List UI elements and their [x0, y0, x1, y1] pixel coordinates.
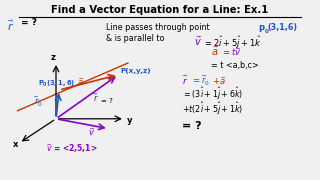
- Text: $\vec{r}$: $\vec{r}$: [182, 73, 189, 87]
- Text: $= (3\hat{i} + 1\hat{j} + 6\hat{k})$: $= (3\hat{i} + 1\hat{j} + 6\hat{k})$: [182, 86, 244, 102]
- Text: $\vec{v}$ = <2,5,1>: $\vec{v}$ = <2,5,1>: [46, 142, 98, 155]
- Text: z: z: [50, 53, 55, 62]
- Text: $\vec{a}$: $\vec{a}$: [77, 76, 84, 87]
- Text: $\vec{r}$: $\vec{r}$: [93, 91, 99, 104]
- Text: = ?: = ?: [21, 18, 37, 27]
- Text: $\vec{a}$: $\vec{a}$: [211, 44, 219, 58]
- Text: $= \vec{r}_0$: $= \vec{r}_0$: [191, 74, 211, 88]
- Text: $+ \vec{a}$: $+ \vec{a}$: [212, 75, 226, 87]
- Text: y: y: [126, 116, 132, 125]
- Text: $\vec{r}$: $\vec{r}$: [7, 18, 14, 33]
- Text: x: x: [13, 140, 18, 149]
- Text: $\vec{r}_0$: $\vec{r}_0$: [34, 94, 43, 109]
- Text: (3,1,6): (3,1,6): [267, 23, 297, 32]
- Text: = t <a,b,c>: = t <a,b,c>: [211, 61, 259, 70]
- Text: $\mathbf{P_0}$: $\mathbf{P_0}$: [258, 23, 269, 36]
- Text: = ?: = ?: [182, 121, 202, 131]
- Text: $\vec{v}$: $\vec{v}$: [194, 34, 202, 48]
- Text: Find a Vector Equation for a Line: Ex.1: Find a Vector Equation for a Line: Ex.1: [51, 4, 269, 15]
- Text: P(x,y,z): P(x,y,z): [120, 68, 151, 74]
- Text: $\vec{v}$: $\vec{v}$: [88, 126, 95, 138]
- Text: $+ t (2\hat{i} + 5\hat{j} + 1\hat{k})$: $+ t (2\hat{i} + 5\hat{j} + 1\hat{k})$: [182, 100, 244, 116]
- Text: = ?: = ?: [101, 98, 113, 104]
- Text: $\mathbf{P_0(3,1,6)}$: $\mathbf{P_0(3,1,6)}$: [38, 78, 76, 89]
- Text: $= 2\hat{i} + 5\hat{j} + 1\hat{k}$: $= 2\hat{i} + 5\hat{j} + 1\hat{k}$: [203, 34, 262, 51]
- Text: $= t\vec{v}$: $= t\vec{v}$: [221, 46, 241, 58]
- Text: & is parallel to: & is parallel to: [106, 34, 167, 43]
- Text: Line passes through point: Line passes through point: [106, 23, 212, 32]
